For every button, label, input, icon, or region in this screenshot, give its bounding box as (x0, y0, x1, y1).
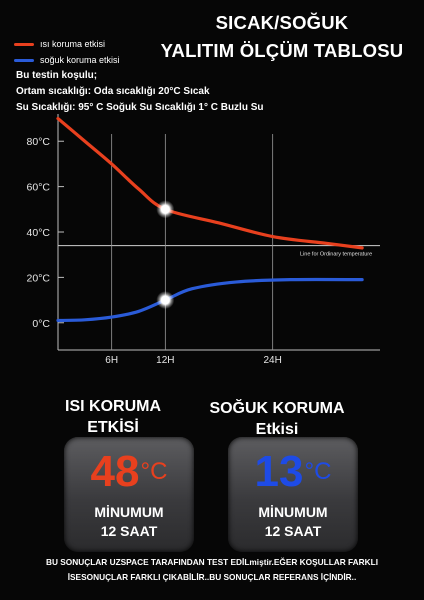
legend-item-cold: soğuk koruma etkisi (14, 53, 120, 67)
y-tick-label: 80°C (27, 136, 51, 148)
data-point-marker (156, 200, 175, 219)
cold-heading-line2: Etkisi (255, 421, 299, 438)
x-tick-label: 24H (263, 355, 281, 366)
conditions-line1: Bu testin koşulu; (16, 70, 98, 81)
hot-value-display: 48°C (64, 447, 194, 497)
cold-unit: °C (304, 458, 332, 485)
conditions-line3: Su Sıcaklığı: 95° C Soğuk Su Sıcaklığı 1… (16, 102, 264, 113)
cold-panel-heading: SOĞUK KORUMA Etkisi (192, 398, 362, 440)
hot-unit: °C (140, 458, 168, 485)
footer-note-line1: BU SONUÇLAR UZSPACE TARAFINDAN TEST EDİL… (45, 557, 379, 567)
cold-result-card: 13°C MİNUMUM 12 SAAT (228, 437, 358, 552)
hot-series-line (56, 116, 364, 250)
hot-legend-label: ısı koruma etkisi (40, 39, 106, 49)
hot-duration: 12 SAAT (100, 523, 158, 539)
legend-item-hot: ısı koruma etkisi (14, 37, 105, 51)
page-title-line2: YALITIM ÖLÇÜM TABLOSU (160, 40, 404, 61)
hot-heading-line2: ETKİSİ (87, 419, 139, 436)
hot-heading-line1: ISI KORUMA (65, 398, 161, 415)
hot-panel-heading: ISI KORUMA ETKİSİ (28, 396, 198, 438)
ordinary-temperature-label: Line for Ordinary temperature (300, 252, 372, 258)
hot-legend-swatch (14, 42, 34, 46)
cold-legend-label: soğuk koruma etkisi (40, 55, 120, 65)
conditions-line2: Ortam sıcaklığı: Oda sıcaklığı 20°C Sıca… (16, 86, 210, 97)
hot-min-label: MİNUMUM (94, 504, 164, 520)
x-tick-label: 12H (156, 355, 174, 366)
cold-duration: 12 SAAT (264, 523, 322, 539)
y-tick-label: 0°C (32, 318, 50, 330)
cold-value: 13 (254, 447, 304, 496)
y-tick-label: 20°C (27, 272, 51, 284)
cold-min-label: MİNUMUM (258, 504, 328, 520)
y-tick-label: 60°C (27, 182, 51, 194)
cold-legend-swatch (14, 58, 34, 62)
hot-value: 48 (90, 447, 140, 496)
page-title-line1: SICAK/SOĞUK (215, 12, 349, 33)
x-tick-label: 6H (105, 355, 118, 366)
cold-series-line (56, 277, 364, 323)
cold-value-display: 13°C (228, 447, 358, 497)
hot-result-card: 48°C MİNUMUM 12 SAAT (64, 437, 194, 552)
cold-heading-line1: SOĞUK KORUMA (209, 400, 345, 417)
test-conditions: Bu testin koşulu; Ortam sıcaklığı: Oda s… (16, 68, 264, 116)
insulation-chart: Line for Ordinary temperature 0°C 20°C 40°… (27, 114, 380, 366)
data-point-marker (156, 291, 175, 310)
y-tick-label: 40°C (27, 227, 51, 239)
footer-note-line2: İSESONUÇLAR FARKLI ÇIKABİLİR..BU SONUÇLA… (67, 572, 357, 582)
